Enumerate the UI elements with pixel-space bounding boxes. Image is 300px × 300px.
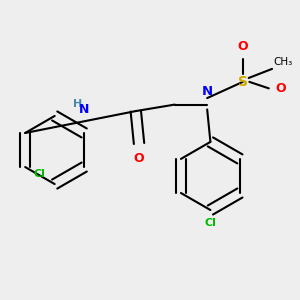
Text: O: O	[275, 82, 286, 95]
Text: CH₃: CH₃	[274, 57, 293, 67]
Text: N: N	[79, 103, 89, 116]
Text: N: N	[202, 85, 213, 98]
Text: Cl: Cl	[33, 169, 45, 178]
Text: S: S	[238, 75, 248, 89]
Text: O: O	[134, 152, 144, 165]
Text: O: O	[238, 40, 248, 53]
Text: H: H	[73, 99, 82, 109]
Text: Cl: Cl	[205, 218, 216, 228]
